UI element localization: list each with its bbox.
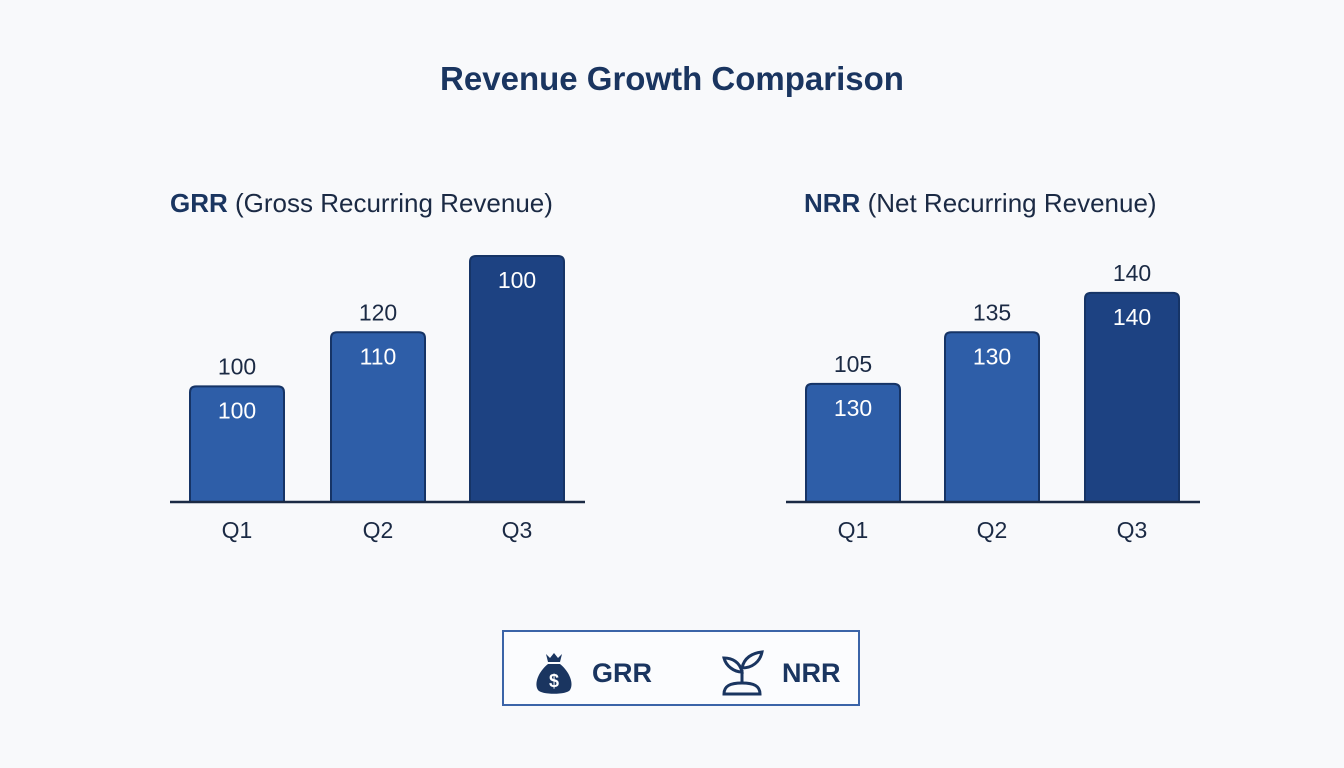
sprout-icon: [722, 650, 764, 696]
nrr-subtitle: NRR (Net Recurring Revenue): [804, 188, 1157, 219]
grr-bar-q2: [330, 331, 426, 503]
grr-bar-inside-label: 100: [498, 267, 536, 293]
grr-bar-above-label: 100: [218, 353, 256, 379]
nrr-bar-above-label: 140: [1113, 260, 1151, 286]
grr-bar-q3: [469, 255, 565, 503]
legend: $ GRR NRR: [502, 630, 860, 706]
chart-title: Revenue Growth Comparison: [440, 60, 904, 97]
nrr-bar-above-label: 135: [973, 299, 1011, 325]
grr-subtitle: GRR (Gross Recurring Revenue): [170, 188, 553, 219]
grr-bar-inside-label: 100: [218, 397, 256, 423]
grr-subtitle-abbr: GRR: [170, 188, 228, 218]
grr-x-tick-label: Q3: [502, 517, 533, 543]
nrr-bar-inside-label: 130: [834, 395, 872, 421]
legend-label-nrr: NRR: [782, 657, 841, 688]
grr-subtitle-full: (Gross Recurring Revenue): [235, 188, 553, 218]
grr-bar-q1: [189, 385, 285, 503]
nrr-bar-q2: [944, 331, 1040, 503]
nrr-x-tick-label: Q2: [977, 517, 1008, 543]
legend-item-grr: $ GRR: [534, 650, 652, 696]
grr-bar-above-label: 120: [359, 299, 397, 325]
nrr-x-tick-label: Q1: [838, 517, 869, 543]
svg-text:$: $: [549, 671, 559, 691]
grr-bar-inside-label: 110: [360, 343, 397, 369]
nrr-x-tick-label: Q3: [1117, 517, 1148, 543]
nrr-subtitle-full: (Net Recurring Revenue): [867, 188, 1157, 218]
nrr-bar-q1: [805, 382, 901, 503]
legend-item-nrr: NRR: [720, 650, 841, 696]
money-bag-icon: $: [536, 653, 572, 694]
nrr-bar-above-label: 105: [834, 351, 872, 377]
nrr-bar-q3: [1084, 291, 1180, 503]
nrr-subtitle-abbr: NRR: [804, 188, 861, 218]
grr-x-tick-label: Q1: [222, 517, 253, 543]
nrr-bar-inside-label: 130: [973, 343, 1011, 369]
legend-label-grr: GRR: [592, 657, 652, 688]
nrr-bar-inside-label: 140: [1113, 304, 1151, 330]
grr-x-tick-label: Q2: [363, 517, 394, 543]
